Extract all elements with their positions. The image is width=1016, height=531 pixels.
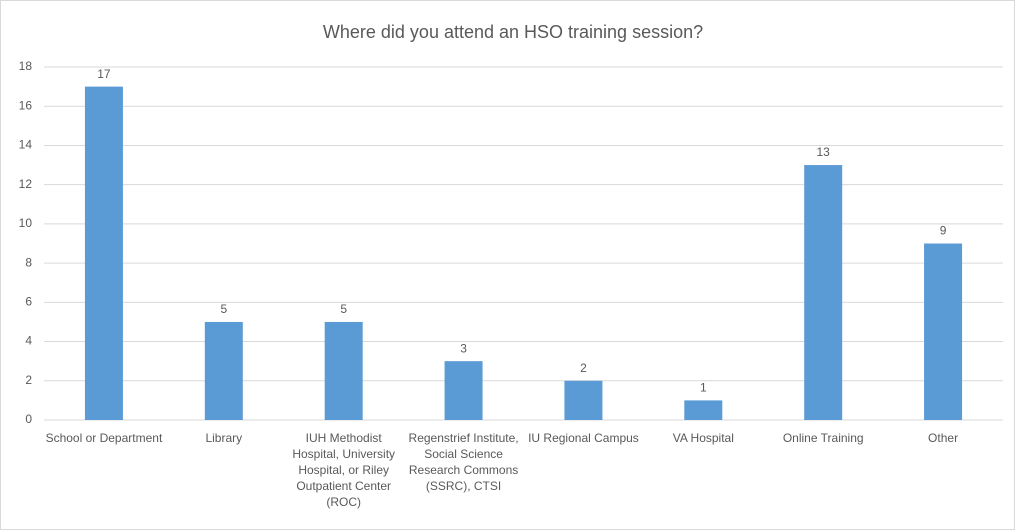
bar: [924, 243, 963, 420]
bar: [324, 321, 363, 420]
x-tick-label: VA Hospital: [672, 431, 734, 445]
y-tick-label: 14: [19, 138, 33, 152]
y-tick-label: 2: [25, 373, 32, 387]
x-tick-label: School or Department: [45, 431, 163, 445]
bar: [684, 400, 723, 420]
data-label: 13: [817, 145, 831, 159]
x-tick-label: IUH Methodist Hospital, University Hospi…: [292, 431, 396, 509]
x-tick-label: Online Training: [782, 431, 864, 445]
x-tick-label: Regenstrief Institute, Social Science Re…: [408, 431, 519, 493]
y-tick-label: 16: [19, 98, 33, 112]
bar: [804, 165, 843, 420]
data-label: 2: [580, 361, 587, 375]
y-tick-label: 6: [25, 295, 32, 309]
bar: [84, 86, 123, 420]
y-tick-label: 8: [25, 255, 32, 269]
bar: [204, 321, 243, 420]
y-tick-label: 18: [19, 59, 33, 73]
bar: [444, 361, 483, 420]
x-tick-label: Library: [205, 431, 243, 445]
bar: [564, 380, 603, 420]
data-label: 1: [700, 381, 707, 395]
data-label: 3: [460, 341, 467, 355]
data-label: 17: [97, 67, 111, 81]
y-tick-label: 0: [25, 412, 32, 426]
data-label: 9: [940, 224, 947, 238]
x-tick-label: Other: [928, 431, 959, 445]
y-tick-label: 12: [19, 177, 33, 191]
chart-title: Where did you attend an HSO training ses…: [323, 22, 703, 42]
data-label: 5: [220, 302, 227, 316]
data-label: 5: [340, 302, 347, 316]
x-tick-label: IU Regional Campus: [528, 431, 639, 445]
y-tick-label: 4: [25, 334, 32, 348]
y-tick-label: 10: [19, 216, 33, 230]
